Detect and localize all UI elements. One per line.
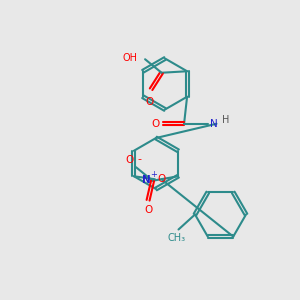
Text: H: H: [223, 115, 230, 125]
Text: O: O: [125, 155, 134, 165]
Text: N: N: [210, 119, 217, 129]
Text: -: -: [137, 154, 141, 164]
Text: +: +: [150, 170, 157, 179]
Text: O: O: [146, 97, 154, 107]
Text: O: O: [151, 119, 160, 129]
Text: O: O: [144, 205, 152, 215]
Text: OH: OH: [123, 53, 138, 63]
Text: N: N: [142, 175, 151, 185]
Text: CH₃: CH₃: [168, 233, 186, 243]
Text: O: O: [157, 174, 166, 184]
